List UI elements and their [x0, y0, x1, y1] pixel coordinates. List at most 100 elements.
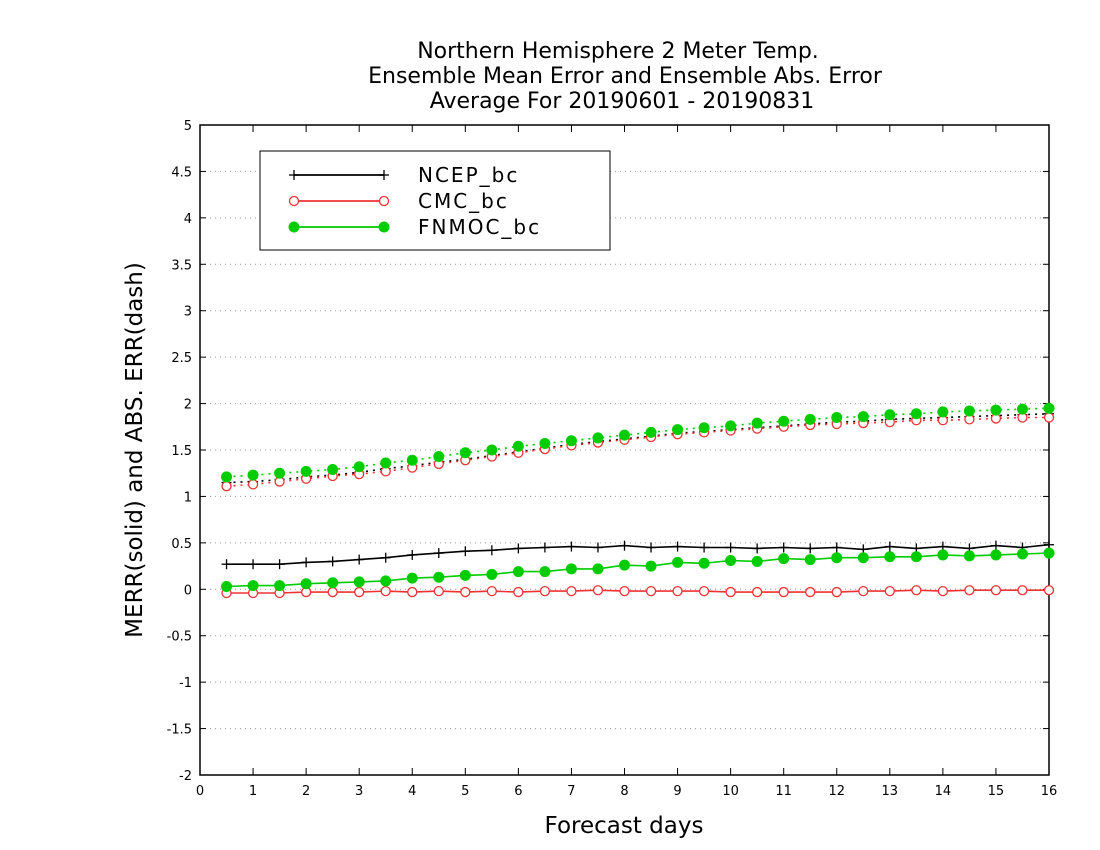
data-point-fnmoc-bc-mean-error — [274, 580, 286, 592]
data-point-ncep-bc-mean-error — [725, 542, 736, 553]
data-point-cmc-bc-mean-error — [354, 586, 365, 598]
y-tick-label: -1.5 — [167, 723, 192, 738]
data-point-ncep-bc-mean-error — [566, 541, 577, 552]
data-point-cmc-bc-mean-error — [460, 586, 471, 598]
legend-marker — [378, 195, 390, 207]
data-point-ncep-bc-mean-error — [380, 552, 391, 563]
data-point-fnmoc-bc-mean-error — [300, 578, 312, 590]
data-point-fnmoc-bc-abs-error — [619, 429, 630, 441]
data-point-fnmoc-bc-abs-error — [353, 461, 365, 473]
data-point-fnmoc-bc-abs-error — [486, 444, 498, 456]
data-point-ncep-bc-mean-error — [884, 541, 895, 552]
x-tick-label: 2 — [302, 784, 310, 799]
y-tick-label: 1 — [184, 490, 192, 505]
data-point-cmc-bc-mean-error — [752, 586, 763, 598]
data-point-ncep-bc-mean-error — [433, 548, 444, 559]
data-point-ncep-bc-mean-error — [805, 543, 816, 554]
x-tick-label: 16 — [1041, 784, 1058, 799]
data-point-fnmoc-bc-abs-error — [539, 438, 551, 449]
data-point-ncep-bc-mean-error — [778, 542, 789, 553]
y-tick-label: 3.5 — [171, 258, 192, 273]
legend-marker — [289, 170, 299, 180]
data-point-fnmoc-bc-mean-error — [804, 554, 816, 566]
data-point-cmc-bc-mean-error — [725, 586, 736, 598]
data-point-ncep-bc-mean-error — [460, 546, 471, 557]
data-point-fnmoc-bc-mean-error — [512, 566, 524, 578]
data-point-fnmoc-bc-abs-error — [804, 413, 816, 425]
data-point-ncep-bc-mean-error — [699, 542, 710, 553]
data-point-ncep-bc-mean-error — [221, 559, 232, 570]
data-point-ncep-bc-mean-error — [752, 543, 763, 554]
series-ncep-bc — [221, 408, 1054, 570]
data-point-fnmoc-bc-abs-error — [459, 447, 471, 459]
data-point-fnmoc-bc-abs-error — [778, 415, 790, 427]
y-tick-label: -2 — [179, 769, 192, 784]
chart-title-line-1: Northern Hemisphere 2 Meter Temp. — [417, 39, 819, 64]
data-point-cmc-bc-mean-error — [407, 586, 418, 598]
data-point-ncep-bc-mean-error — [592, 542, 603, 553]
x-tick-label: 15 — [988, 784, 1005, 799]
y-tick-label: -0.5 — [167, 630, 192, 645]
data-point-fnmoc-bc-abs-error — [990, 404, 1002, 416]
series-layer — [221, 402, 1055, 599]
series-fnmoc-bc — [221, 402, 1055, 592]
data-point-fnmoc-bc-abs-error — [592, 432, 604, 444]
chart-title-line-2: Ensemble Mean Error and Ensemble Abs. Er… — [368, 64, 883, 89]
series-line-cmc-bc-mean-error — [226, 589, 1049, 594]
legend-label: FNMOC_bc — [418, 215, 541, 239]
data-point-cmc-bc-mean-error — [433, 585, 444, 597]
data-point-ncep-bc-mean-error — [407, 549, 418, 560]
x-tick-label: 9 — [673, 784, 681, 799]
data-point-fnmoc-bc-mean-error — [486, 568, 498, 580]
data-point-ncep-bc-mean-error — [274, 559, 285, 570]
data-point-fnmoc-bc-mean-error — [1043, 547, 1055, 559]
legend-marker — [288, 195, 300, 207]
x-tick-label: 0 — [196, 784, 204, 799]
data-point-fnmoc-bc-mean-error — [433, 571, 445, 583]
data-point-fnmoc-bc-mean-error — [937, 549, 949, 561]
data-point-fnmoc-bc-mean-error — [778, 553, 790, 565]
data-point-fnmoc-bc-mean-error — [884, 551, 896, 563]
data-point-fnmoc-bc-mean-error — [539, 566, 551, 578]
data-point-cmc-bc-mean-error — [327, 586, 338, 598]
data-point-fnmoc-bc-abs-error — [910, 408, 922, 420]
data-point-ncep-bc-mean-error — [301, 557, 312, 568]
data-point-fnmoc-bc-mean-error — [751, 555, 763, 567]
data-point-ncep-bc-mean-error — [646, 542, 657, 553]
data-point-cmc-bc-mean-error — [698, 585, 710, 597]
data-point-fnmoc-bc-abs-error — [751, 417, 763, 429]
data-point-cmc-bc-mean-error — [937, 585, 949, 597]
y-tick-label: 5 — [184, 119, 192, 134]
data-point-ncep-bc-mean-error — [539, 542, 550, 553]
data-point-cmc-bc-mean-error — [539, 585, 551, 597]
x-axis-ticks: 0 1 2 3 4 5 6 7 8 9 10 11 12 13 14 15 16 — [196, 125, 1057, 799]
y-tick-label: 0 — [184, 583, 192, 598]
data-point-fnmoc-bc-abs-error — [884, 409, 896, 421]
data-point-ncep-bc-mean-error — [513, 543, 524, 554]
y-tick-label: 2 — [184, 398, 192, 413]
chart-title: Northern Hemisphere 2 Meter Temp. Ensemb… — [368, 39, 883, 114]
x-axis-label: Forecast days — [545, 813, 704, 839]
data-point-cmc-bc-mean-error — [672, 585, 683, 597]
data-point-fnmoc-bc-abs-error — [274, 467, 286, 479]
data-point-ncep-bc-mean-error — [486, 545, 497, 556]
data-point-fnmoc-bc-abs-error — [565, 435, 577, 447]
data-point-fnmoc-bc-mean-error — [353, 576, 365, 588]
y-axis-ticks: -2 -1.5 -1 -0.5 0 0.5 1 1.5 2 2.5 3 3.5 4 4.5 5 — [167, 119, 1049, 784]
series-line-ncep-bc-mean-error — [226, 543, 1050, 566]
data-point-cmc-bc-mean-error — [911, 585, 922, 596]
data-point-cmc-bc-mean-error — [990, 585, 1002, 596]
x-tick-label: 11 — [775, 784, 792, 799]
series-line-fnmoc-bc-abs-error — [226, 407, 1050, 478]
data-point-cmc-bc-mean-error — [513, 586, 524, 598]
data-point-fnmoc-bc-abs-error — [221, 471, 233, 483]
data-point-cmc-bc-abs-error — [247, 479, 259, 490]
data-point-fnmoc-bc-mean-error — [406, 572, 418, 584]
data-point-fnmoc-bc-mean-error — [247, 580, 259, 592]
x-tick-label: 6 — [514, 784, 522, 799]
data-point-fnmoc-bc-mean-error — [698, 557, 710, 569]
data-point-fnmoc-bc-mean-error — [565, 563, 577, 575]
data-point-cmc-bc-mean-error — [964, 585, 975, 596]
